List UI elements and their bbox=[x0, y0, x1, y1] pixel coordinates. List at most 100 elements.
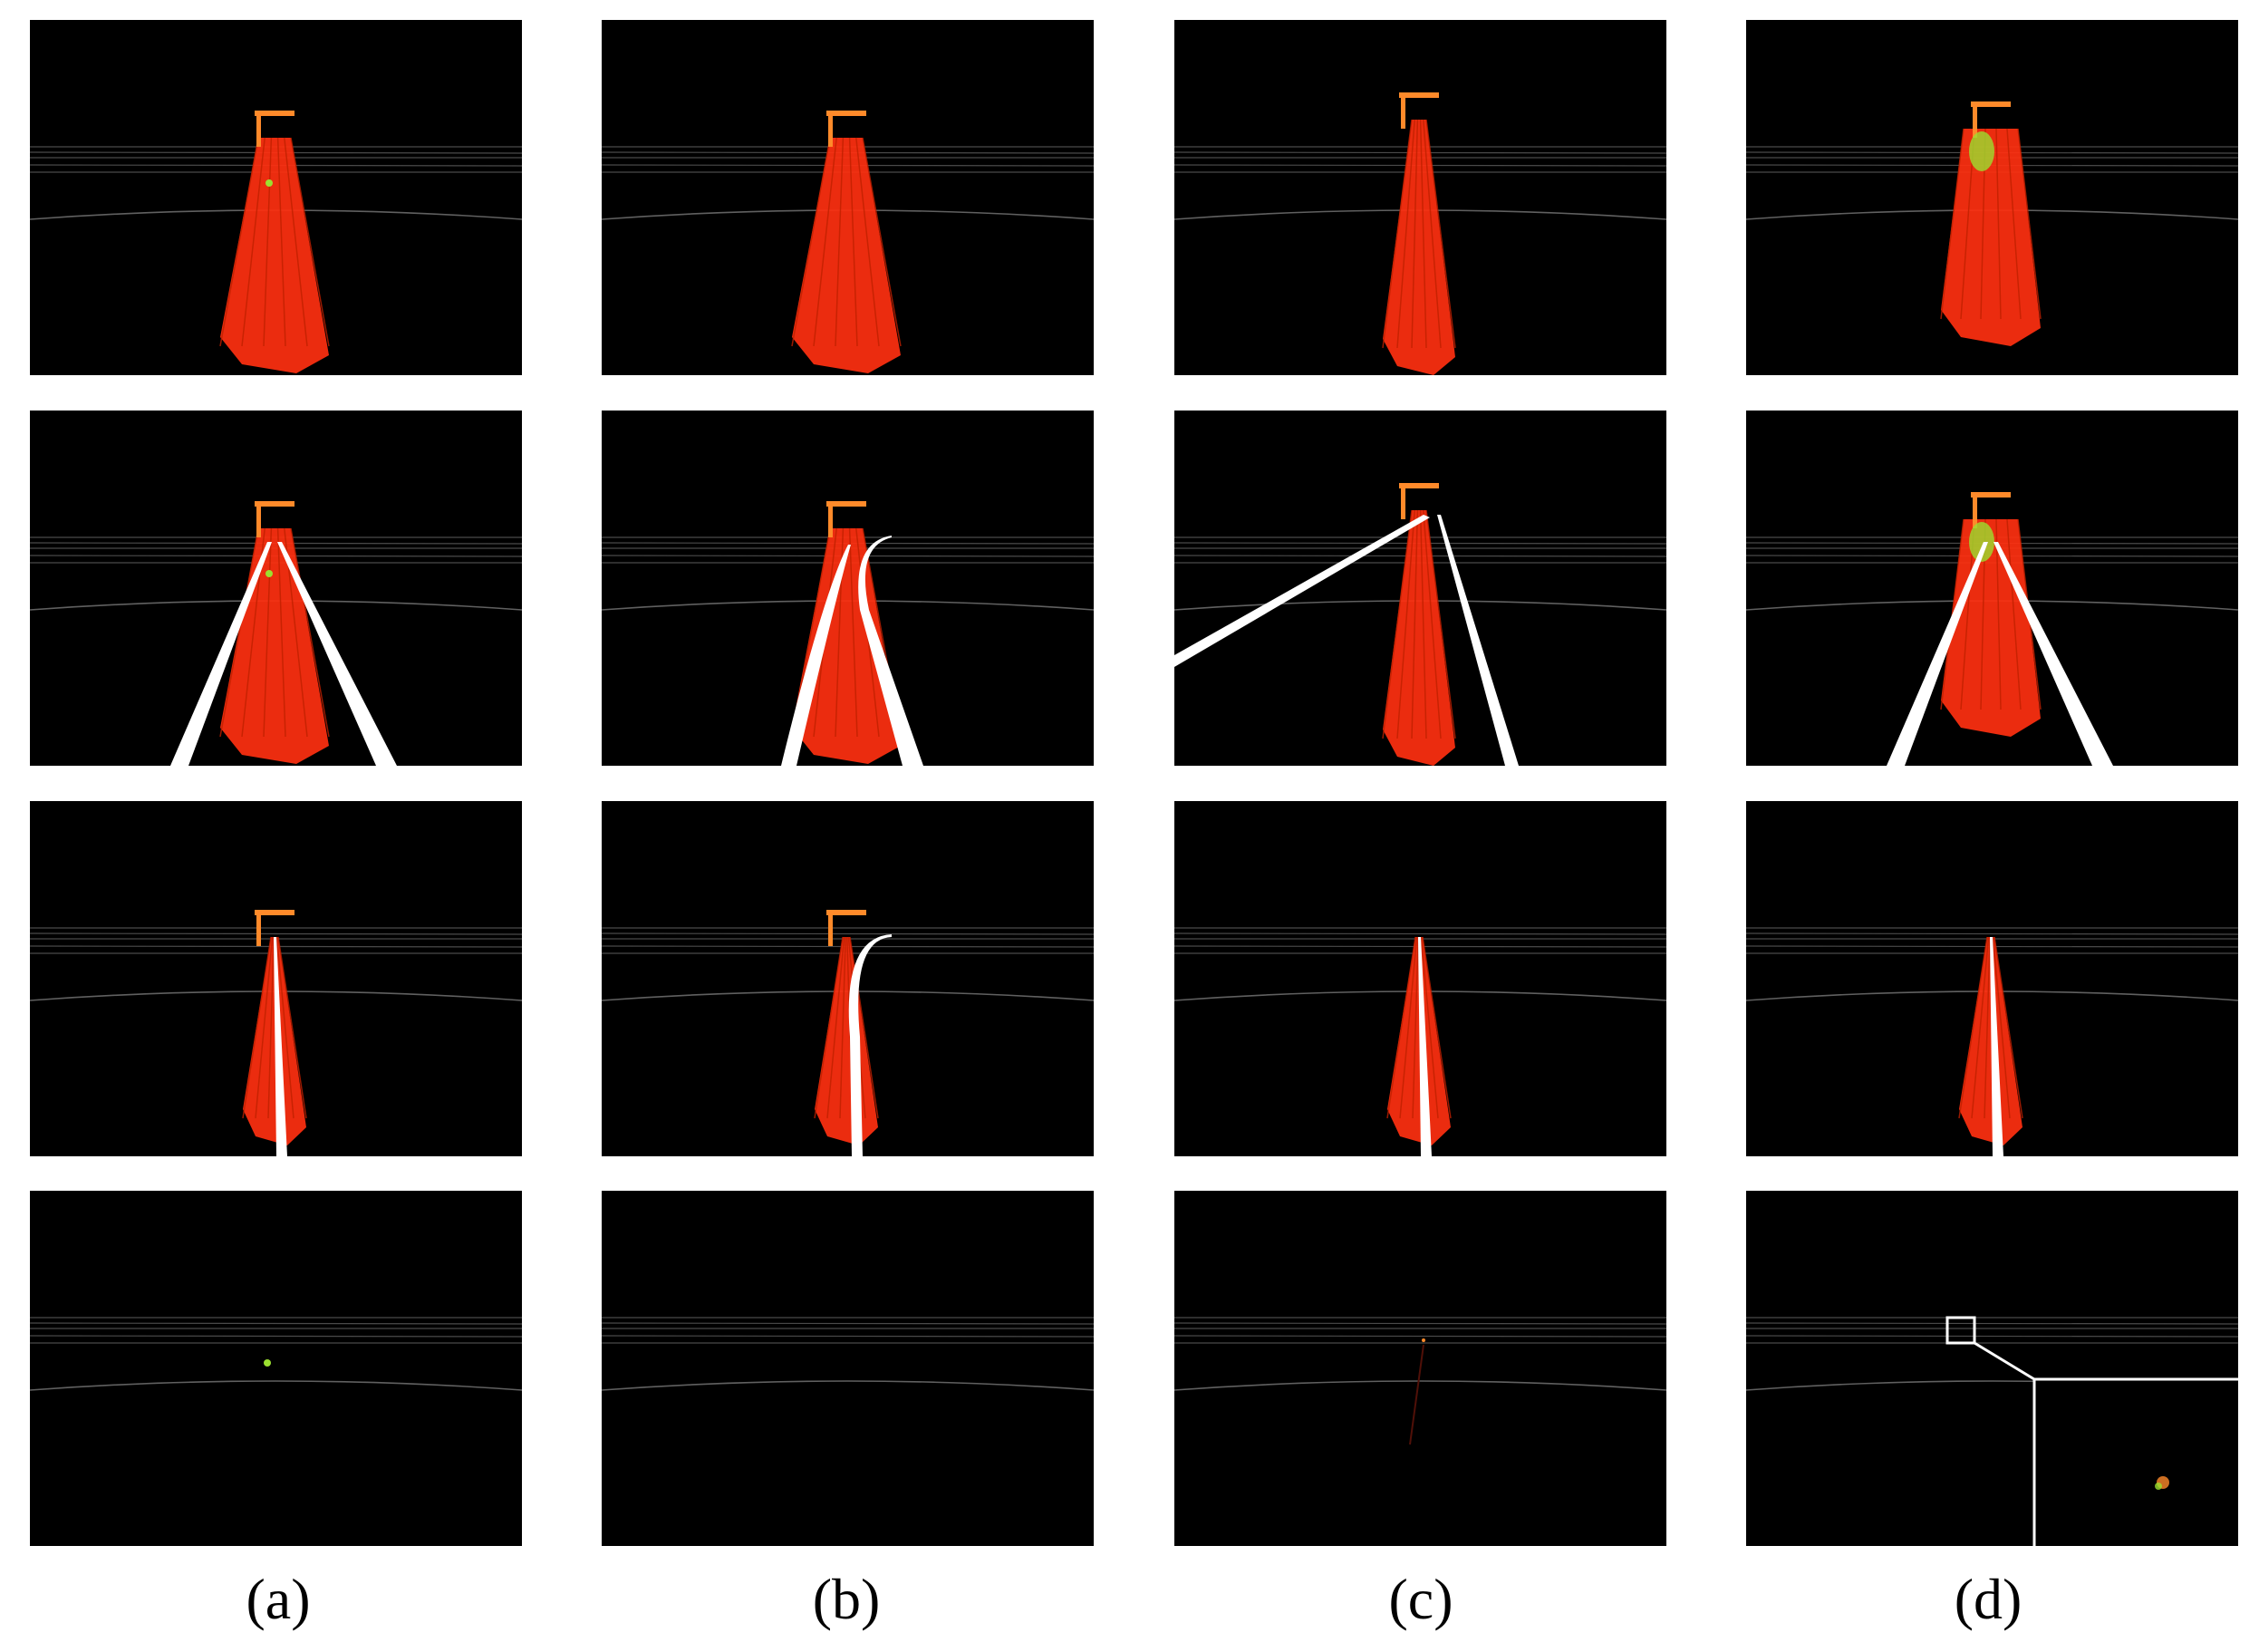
point-cloud bbox=[791, 111, 902, 373]
panel-image bbox=[1746, 801, 2238, 1156]
gantry-post bbox=[1401, 92, 1405, 129]
panel-r3-c bbox=[1174, 801, 1666, 1156]
point-cloud-body bbox=[1387, 937, 1451, 1145]
panel-image bbox=[1174, 801, 1666, 1156]
gantry-post bbox=[828, 501, 833, 537]
caption-a: (a) bbox=[246, 1567, 311, 1631]
gantry bbox=[1971, 101, 2011, 107]
gantry bbox=[1399, 483, 1439, 488]
panel-image bbox=[30, 801, 522, 1156]
track-overlay bbox=[1990, 937, 2003, 1156]
panel-image bbox=[30, 20, 522, 375]
panel-r2-b bbox=[602, 411, 1094, 766]
panel-image bbox=[602, 411, 1094, 766]
panel-r3-b bbox=[602, 801, 1094, 1156]
point-cloud-body bbox=[1959, 937, 2022, 1145]
panel-r1-d bbox=[1746, 20, 2238, 375]
point-cloud bbox=[219, 501, 330, 764]
detected-point bbox=[264, 1359, 271, 1367]
panel-r4-c bbox=[1174, 1191, 1666, 1546]
panel-image bbox=[602, 801, 1094, 1156]
center-line bbox=[1990, 937, 2003, 1156]
panel-background bbox=[602, 1191, 1094, 1546]
detected-point bbox=[1422, 1338, 1425, 1342]
right-rail bbox=[1437, 515, 1519, 766]
center-line bbox=[274, 937, 287, 1156]
panel-image bbox=[602, 1191, 1094, 1546]
scan-lines bbox=[30, 1317, 522, 1391]
point-cloud-body bbox=[1383, 510, 1455, 766]
zoom-connector bbox=[1974, 1341, 2035, 1381]
point-cloud-body bbox=[1941, 519, 2041, 737]
sparse-points bbox=[1409, 1338, 1425, 1445]
center-line bbox=[848, 934, 892, 1156]
panel-background bbox=[30, 1191, 522, 1546]
panel-r2-a bbox=[30, 411, 522, 766]
point-cloud-body bbox=[815, 937, 878, 1145]
zoom-inset bbox=[1945, 1316, 2238, 1546]
panel-r1-a bbox=[30, 20, 522, 375]
gantry bbox=[826, 501, 866, 507]
highlight-point bbox=[265, 179, 273, 187]
panel-image bbox=[30, 411, 522, 766]
gantry-post bbox=[828, 111, 833, 147]
highlight-point bbox=[265, 570, 273, 577]
zoom-inset-box bbox=[2032, 1377, 2238, 1546]
caption-d: (d) bbox=[1954, 1567, 2022, 1631]
gantry bbox=[255, 111, 294, 116]
panel-image bbox=[1174, 1191, 1666, 1546]
track-overlay bbox=[1174, 515, 1519, 766]
track-overlay bbox=[781, 536, 923, 766]
point-cloud-body bbox=[243, 937, 306, 1145]
track-overlay bbox=[1887, 542, 2113, 766]
highlight-blob bbox=[1969, 131, 1994, 171]
panel-image bbox=[1174, 411, 1666, 766]
point-cloud-body bbox=[1941, 129, 2041, 346]
gantry bbox=[1399, 92, 1439, 98]
track-overlay bbox=[274, 937, 287, 1156]
point-cloud bbox=[219, 111, 330, 373]
panel-image bbox=[1174, 20, 1666, 375]
gantry-post bbox=[1973, 492, 1977, 528]
panel-r3-d bbox=[1746, 801, 2238, 1156]
right-rail bbox=[1994, 542, 2113, 766]
panel-image bbox=[1746, 1191, 2238, 1546]
left-rail bbox=[170, 542, 272, 766]
scan-lines bbox=[602, 1317, 1094, 1391]
gantry bbox=[255, 501, 294, 507]
panel-image bbox=[602, 20, 1094, 375]
faint-trace bbox=[1409, 1344, 1424, 1445]
panel-r4-d bbox=[1746, 1191, 2238, 1546]
right-rail bbox=[277, 542, 397, 766]
track-overlay bbox=[848, 934, 892, 1156]
panel-r1-c bbox=[1174, 20, 1666, 375]
panel-r2-c bbox=[1174, 411, 1666, 766]
panel-image bbox=[30, 1191, 522, 1546]
highlight-blob bbox=[1969, 522, 1994, 562]
point-cloud bbox=[1382, 483, 1456, 766]
left-rail bbox=[1174, 515, 1430, 667]
center-line bbox=[1418, 937, 1432, 1156]
left-rail bbox=[781, 545, 851, 766]
panel-r4-b bbox=[602, 1191, 1094, 1546]
gantry-post bbox=[828, 910, 833, 946]
left-rail bbox=[1887, 542, 1988, 766]
gantry-post bbox=[256, 910, 261, 946]
gantry bbox=[1971, 492, 2011, 498]
gantry bbox=[826, 111, 866, 116]
point-cloud-body bbox=[1383, 120, 1455, 375]
panel-r3-a bbox=[30, 801, 522, 1156]
caption-b: (b) bbox=[812, 1567, 881, 1631]
panel-r1-b bbox=[602, 20, 1094, 375]
gantry bbox=[255, 910, 294, 915]
point-cloud bbox=[1382, 92, 1456, 375]
gantry-post bbox=[1973, 101, 1977, 138]
zoom-source-box bbox=[1945, 1316, 1976, 1345]
track-overlay bbox=[1418, 937, 1432, 1156]
point-cloud bbox=[1940, 101, 2042, 346]
caption-c: (c) bbox=[1388, 1567, 1453, 1631]
panel-r4-a bbox=[30, 1191, 522, 1546]
gantry bbox=[826, 910, 866, 915]
panel-r2-d bbox=[1746, 411, 2238, 766]
